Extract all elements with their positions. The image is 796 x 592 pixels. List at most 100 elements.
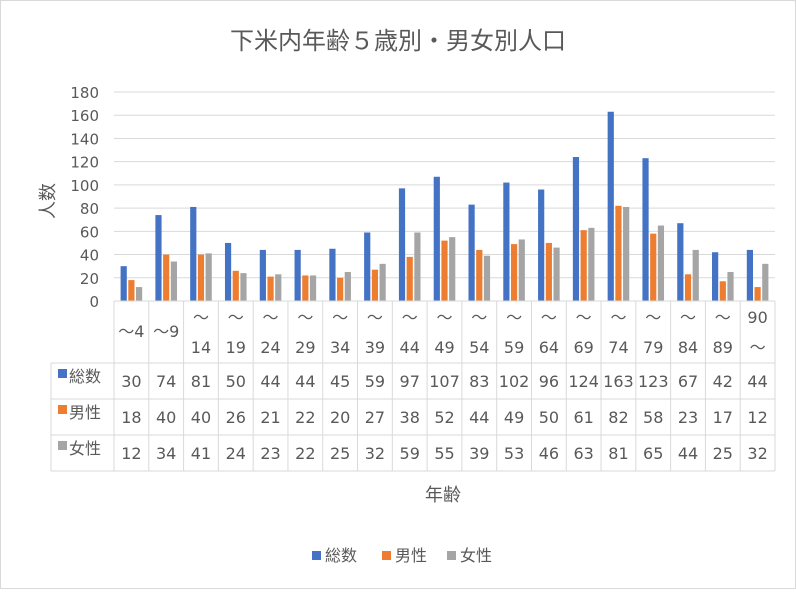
data-label: 22 [295, 444, 315, 463]
bar-男性 [615, 205, 622, 301]
bar-女性 [727, 271, 734, 301]
x-tick-label: 84 [678, 338, 698, 357]
data-label: 22 [295, 408, 315, 427]
table-series-name: 総数 [69, 367, 101, 386]
data-label: 49 [504, 408, 524, 427]
bar-女性 [240, 273, 247, 301]
bar-男性 [754, 287, 761, 301]
x-tick-label: 44 [400, 338, 420, 357]
y-tick-label: 140 [70, 130, 99, 148]
legend-label: 女性 [460, 546, 492, 565]
bar-女性 [692, 249, 699, 301]
bar-女性 [135, 287, 143, 301]
x-tick-label: 54 [469, 338, 489, 357]
y-tick-label: 100 [70, 177, 99, 195]
data-label: 123 [638, 372, 669, 391]
data-label: 39 [469, 444, 489, 463]
bar-総数 [155, 215, 162, 301]
x-tick-label: 29 [295, 338, 315, 357]
x-tick-label: ～ [645, 308, 661, 327]
data-label: 34 [156, 444, 176, 463]
data-label: 25 [713, 444, 733, 463]
x-tick-label: ～ [715, 308, 731, 327]
bar-女性 [275, 274, 282, 301]
bar-男性 [197, 254, 205, 301]
bar-男性 [406, 256, 413, 301]
x-tick-label: ～ [541, 308, 557, 327]
data-label: 32 [747, 444, 767, 463]
data-label: 61 [573, 408, 593, 427]
bar-女性 [379, 263, 386, 301]
legend-key [382, 551, 391, 560]
data-label: 38 [400, 408, 420, 427]
bar-総数 [190, 206, 197, 301]
x-tick-label: ～ [228, 308, 244, 327]
bar-総数 [224, 242, 232, 301]
bar-男性 [441, 240, 448, 301]
data-label: 12 [121, 444, 141, 463]
data-label: 42 [713, 372, 733, 391]
bar-総数 [294, 249, 301, 301]
data-label: 97 [400, 372, 420, 391]
table-series-name: 男性 [69, 403, 101, 422]
data-label: 30 [121, 372, 141, 391]
data-label: 32 [365, 444, 385, 463]
bar-男性 [719, 281, 726, 301]
x-tick-label: ～4 [118, 322, 144, 341]
data-label: 67 [678, 372, 698, 391]
x-tick-label: ～ [193, 308, 209, 327]
bar-女性 [518, 239, 525, 301]
data-label: 124 [568, 372, 599, 391]
bar-総数 [329, 248, 336, 301]
chart-title: 下米内年齢５歳別・男女別人口 [230, 27, 566, 55]
x-tick-label: 69 [573, 338, 593, 357]
y-tick-label: 80 [80, 200, 99, 218]
x-axis-label: 年齢 [425, 485, 461, 506]
data-label: 83 [469, 372, 489, 391]
x-tick-label: 19 [226, 338, 246, 357]
data-label: 12 [747, 408, 767, 427]
data-label: 44 [747, 372, 767, 391]
y-axis-label: 人数 [38, 183, 59, 219]
gridlines: 0 20 40 60 80 100 120 140 160 180 [70, 84, 775, 311]
y-tick-label: 120 [70, 154, 99, 172]
table-legend-key [58, 369, 67, 378]
bar-総数 [364, 232, 371, 301]
legend-key [312, 551, 321, 560]
data-label: 21 [260, 408, 280, 427]
data-label: 24 [226, 444, 246, 463]
bar-女性 [657, 225, 665, 301]
bar-総数 [746, 249, 754, 301]
y-tick-label: 180 [70, 84, 99, 102]
data-label: 82 [608, 408, 628, 427]
bar-男性 [476, 249, 483, 301]
bar-総数 [712, 252, 719, 301]
data-label: 163 [603, 372, 634, 391]
data-label: 26 [226, 408, 246, 427]
data-label: 44 [295, 372, 315, 391]
x-tick-label: ～ [367, 308, 383, 327]
y-tick-label: 20 [80, 270, 99, 288]
data-label: 81 [608, 444, 628, 463]
x-tick-label: 39 [365, 338, 385, 357]
data-label: 58 [643, 408, 663, 427]
bar-総数 [398, 188, 406, 301]
y-tick-label: 160 [70, 107, 99, 125]
bar-総数 [642, 158, 649, 301]
x-tick-label: 59 [504, 338, 524, 357]
data-label: 18 [121, 408, 141, 427]
data-label: 25 [330, 444, 350, 463]
data-label: 40 [191, 408, 211, 427]
bar-女性 [588, 227, 595, 301]
x-tick-label: ～ [332, 308, 348, 327]
x-tick-label: 79 [643, 338, 663, 357]
table-legend-key [58, 405, 67, 414]
bar-総数 [120, 266, 127, 301]
data-label: 50 [539, 408, 559, 427]
x-tick-label: 49 [434, 338, 454, 357]
bar-男性 [232, 270, 239, 301]
bar-総数 [259, 249, 266, 301]
data-label: 44 [260, 372, 280, 391]
